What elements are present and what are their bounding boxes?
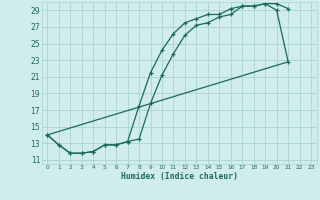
X-axis label: Humidex (Indice chaleur): Humidex (Indice chaleur)	[121, 172, 238, 181]
